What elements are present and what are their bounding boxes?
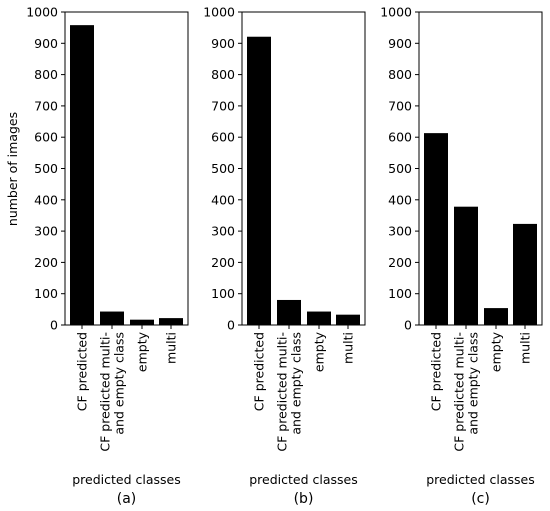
y-tick-label: 0 [50,318,58,333]
y-tick-label: 900 [211,36,235,51]
y-tick-label: 500 [388,161,412,176]
y-tick-label: 400 [211,192,235,207]
y-tick-label: 700 [34,98,58,113]
y-tick-label: 600 [211,130,235,145]
bar [424,133,448,325]
bar [454,206,478,325]
y-axis-label: number of images [5,112,20,226]
x-tick-label: CF predicted multi-and empty class [275,332,304,452]
y-tick-label: 200 [388,255,412,270]
x-tick-label: empty [489,331,504,372]
x-tick-label: multi [518,332,533,364]
bar [100,311,124,325]
bar [247,36,271,326]
bar [159,318,183,325]
y-tick-label: 900 [34,36,58,51]
y-tick-label: 900 [388,36,412,51]
y-tick-label: 200 [211,255,235,270]
y-tick-label: 100 [34,286,58,301]
x-tick-label: CF predicted [75,332,90,411]
x-tick-label: multi [341,332,356,364]
y-tick-label: 0 [227,318,235,333]
y-tick-label: 700 [388,98,412,113]
chart-panel-1: 0 100 200 300 400 500 600 700 800 900 1000 CF predi… [26,5,189,507]
y-tick-label: 300 [388,224,412,239]
y-tick-label: 1000 [203,5,235,20]
bar [513,223,537,325]
x-tick-label: CF predicted [252,332,267,411]
x-tick-label: CF predicted multi-and empty class [98,332,127,452]
bar [307,311,331,325]
y-tick-label: 600 [388,130,412,145]
x-axis-label: predicted classes [426,472,535,487]
x-axis-label: predicted classes [72,472,181,487]
bar [277,299,301,325]
y-tick-label: 600 [34,130,58,145]
bar [130,319,154,325]
y-tick-label: 800 [34,67,58,82]
y-tick-label: 700 [211,98,235,113]
y-tick-label: 500 [211,161,235,176]
y-tick-label: 400 [34,192,58,207]
y-tick-label: 800 [211,67,235,82]
x-tick-label: empty [135,331,150,372]
x-tick-label: empty [312,331,327,372]
y-tick-label: 0 [404,318,412,333]
y-tick-label: 400 [388,192,412,207]
y-tick-label: 100 [211,286,235,301]
x-tick-label: multi [164,332,179,364]
x-tick-label: CF predicted multi-and empty class [452,332,481,452]
y-tick-label: 500 [34,161,58,176]
panel-caption: (c) [471,491,490,507]
y-tick-label: 1000 [380,5,412,20]
bar [336,314,360,325]
y-tick-label: 200 [34,255,58,270]
y-tick-label: 300 [211,224,235,239]
chart-panel-3: 0 100 200 300 400 500 600 700 800 900 1000 CF predi… [380,5,543,507]
y-tick-label: 300 [34,224,58,239]
panel-caption: (a) [117,491,137,507]
chart-panel-2: 0 100 200 300 400 500 600 700 800 900 1000 CF predi… [203,5,366,507]
bar [484,308,508,325]
x-axis-label: predicted classes [249,472,358,487]
x-tick-label: CF predicted [429,332,444,411]
y-tick-label: 1000 [26,5,58,20]
y-tick-label: 800 [388,67,412,82]
panel-caption: (b) [294,491,314,507]
y-tick-label: 100 [388,286,412,301]
bar [70,25,94,326]
